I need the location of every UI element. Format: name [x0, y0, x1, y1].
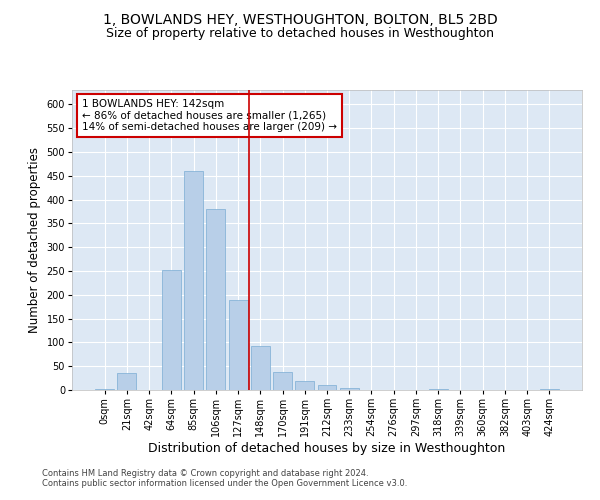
Y-axis label: Number of detached properties: Number of detached properties: [28, 147, 41, 333]
Text: 1, BOWLANDS HEY, WESTHOUGHTON, BOLTON, BL5 2BD: 1, BOWLANDS HEY, WESTHOUGHTON, BOLTON, B…: [103, 12, 497, 26]
Text: Contains HM Land Registry data © Crown copyright and database right 2024.: Contains HM Land Registry data © Crown c…: [42, 468, 368, 477]
Bar: [229, 300, 248, 390]
Bar: [317, 385, 337, 390]
Bar: [540, 389, 559, 390]
Bar: [251, 346, 270, 390]
Bar: [295, 382, 314, 390]
Bar: [118, 373, 136, 390]
Bar: [206, 209, 225, 390]
X-axis label: Distribution of detached houses by size in Westhoughton: Distribution of detached houses by size …: [148, 442, 506, 455]
Text: 1 BOWLANDS HEY: 142sqm
← 86% of detached houses are smaller (1,265)
14% of semi-: 1 BOWLANDS HEY: 142sqm ← 86% of detached…: [82, 99, 337, 132]
Bar: [340, 388, 359, 390]
Bar: [95, 388, 114, 390]
Text: Contains public sector information licensed under the Open Government Licence v3: Contains public sector information licen…: [42, 478, 407, 488]
Text: Size of property relative to detached houses in Westhoughton: Size of property relative to detached ho…: [106, 28, 494, 40]
Bar: [273, 372, 292, 390]
Bar: [162, 270, 181, 390]
Bar: [184, 171, 203, 390]
Bar: [429, 388, 448, 390]
